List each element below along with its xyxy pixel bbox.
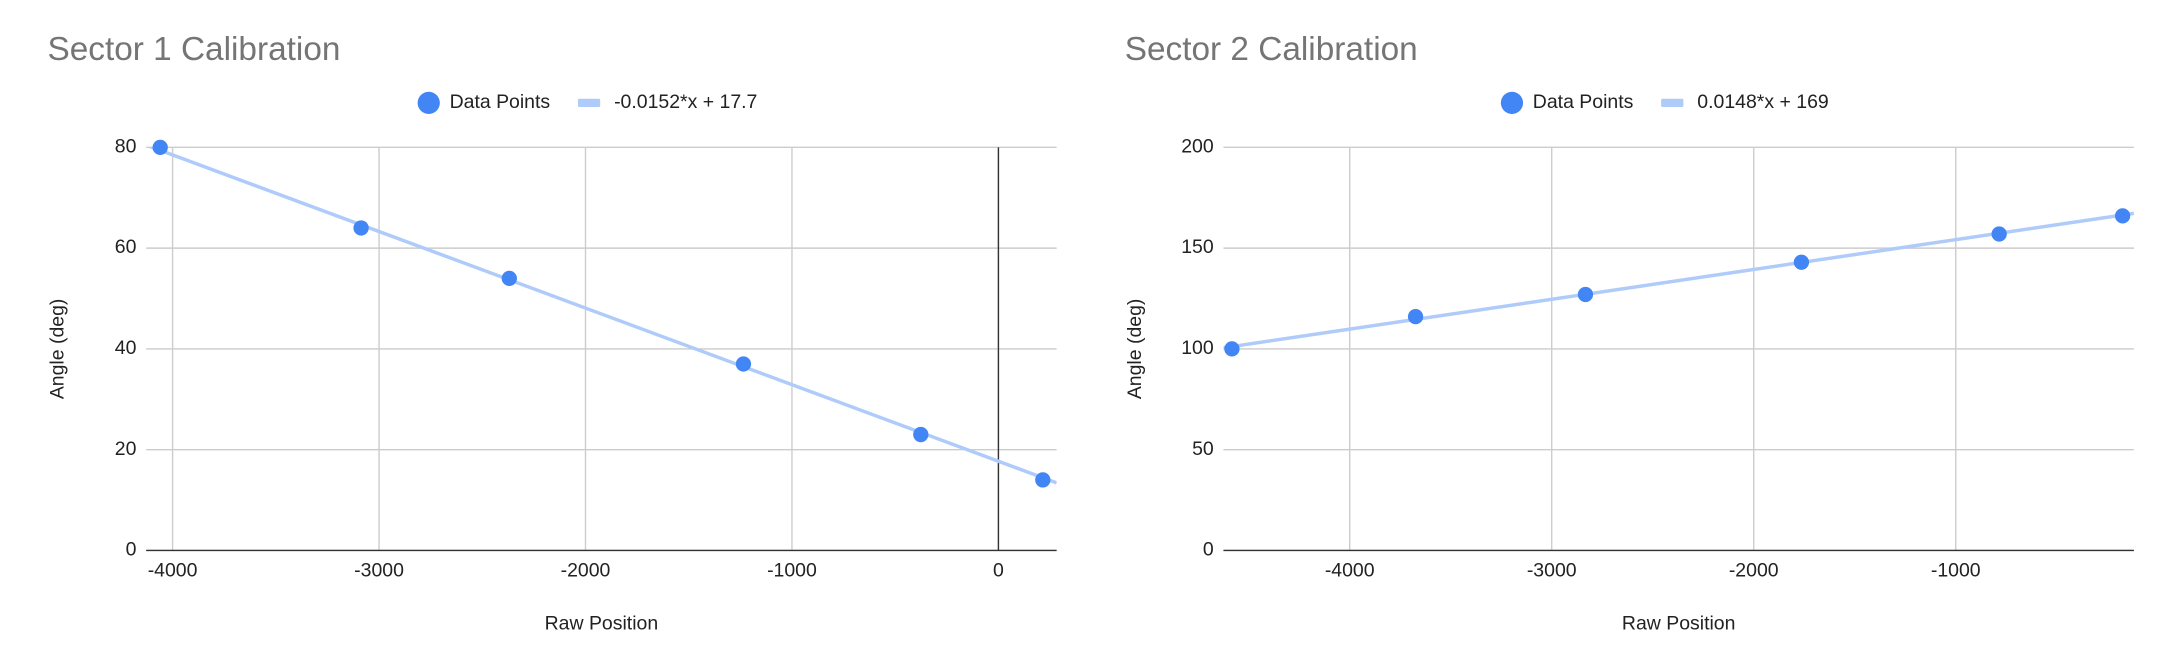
chart: Sector 2 Calibration 0 50 100 150 200 -4000 -30… (1124, 31, 2134, 634)
legend-swatch (577, 98, 601, 108)
data-point (913, 426, 929, 443)
y-tick-label: 100 (1181, 337, 1214, 359)
x-tick-label: -4000 (1325, 559, 1375, 581)
y-tick-label: 40 (115, 337, 137, 359)
legend-label: 0.0148*x + 169 (1697, 91, 1828, 113)
chart-title: Sector 2 Calibration (1125, 31, 1418, 68)
data-point (1035, 472, 1051, 488)
y-tick-label: 20 (115, 438, 137, 460)
y-tick-label: 60 (115, 236, 137, 258)
chart: Sector 1 Calibration 0 20 40 60 80 -4000 -3000 -… (47, 31, 1057, 634)
y-axis-title: Angle (deg) (1124, 299, 1146, 400)
y-tick-label: 0 (1203, 539, 1214, 561)
x-axis-title: Raw Position (1622, 612, 1736, 634)
legend-swatch (417, 91, 440, 114)
y-tick-label: 50 (1192, 438, 1214, 460)
data-point (501, 270, 517, 287)
x-tick-label: -1000 (767, 559, 817, 581)
data-point (152, 139, 168, 155)
data-point (1991, 226, 2007, 242)
y-tick-label: 200 (1181, 135, 1214, 157)
data-point (1407, 309, 1424, 325)
trendline (147, 147, 1057, 485)
data-point (1224, 341, 1240, 357)
legend: Data Points -0.0152*x + 17.7 (417, 91, 757, 114)
y-axis-title: Angle (deg) (47, 299, 69, 400)
legend-swatch (1661, 98, 1684, 108)
legend-label: Data Points (1533, 91, 1634, 113)
x-tick-label: -3000 (354, 559, 404, 581)
data-point (1577, 286, 1594, 303)
legend-swatch (1500, 91, 1524, 114)
trendline (1223, 211, 2134, 350)
x-tick-label: -4000 (148, 559, 198, 581)
chart-title: Sector 1 Calibration (47, 31, 340, 68)
x-tick-label: -2000 (561, 559, 611, 581)
legend-label: -0.0152*x + 17.7 (614, 91, 757, 113)
y-tick-label: 150 (1181, 236, 1214, 258)
data-point (735, 356, 752, 372)
x-tick-label: -2000 (1729, 559, 1779, 581)
legend-label: Data Points (450, 91, 551, 113)
x-tick-label: 0 (993, 559, 1004, 581)
x-axis-title: Raw Position (545, 612, 659, 634)
data-point (353, 220, 369, 236)
y-tick-label: 0 (126, 539, 137, 561)
data-point (1793, 254, 1810, 270)
x-tick-label: -1000 (1931, 559, 1981, 581)
data-point (2114, 208, 2131, 224)
x-tick-label: -3000 (1527, 559, 1577, 581)
y-tick-label: 80 (115, 135, 137, 157)
legend: Data Points 0.0148*x + 169 (1500, 91, 1829, 114)
